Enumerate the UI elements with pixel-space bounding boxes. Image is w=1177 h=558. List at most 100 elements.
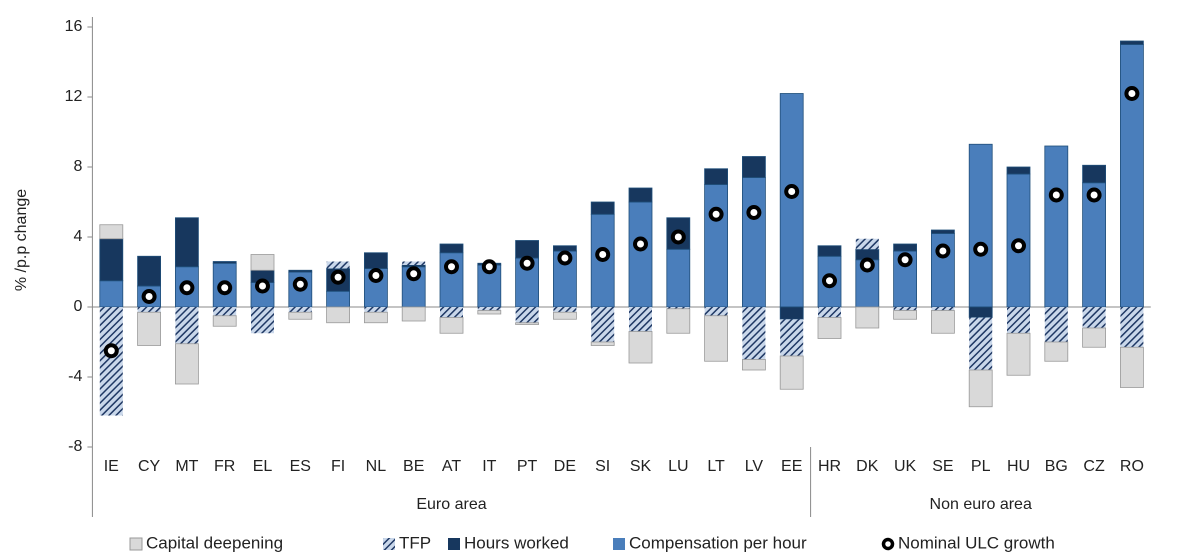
ulc-marker [481,259,497,275]
bar-segment [817,245,842,257]
ulc-marker [670,229,686,245]
x-tick-label: BG [1045,458,1068,475]
x-tick-label: CZ [1083,458,1105,475]
ulc-marker [330,269,346,285]
legend-marker [881,537,895,551]
ulc-marker [519,255,535,271]
ulc-marker [746,205,762,220]
x-tick-label: NL [366,458,387,475]
x-tick-label: UK [894,458,917,475]
group-label: Non euro area [930,496,1032,513]
bar-segment [666,308,691,334]
bar-segment [326,261,350,269]
bar-segment [855,306,880,329]
bar-segment [250,254,275,271]
bar-segment [515,307,539,323]
bar-segment [175,307,199,344]
bar-segment [251,307,274,334]
y-tick-label: -8 [68,438,82,455]
x-tick-label: IT [482,458,496,475]
bar-segment [968,143,993,308]
bar-segment [99,224,124,240]
bar-segment [174,217,199,268]
ulc-marker [368,268,384,283]
x-tick-label: FR [214,458,235,475]
bar-segment [99,238,124,282]
ulc-marker [255,278,270,294]
group-label: Euro area [416,496,486,513]
x-tick-label: HR [818,458,841,475]
bar-segment [1120,40,1144,45]
y-tick-label: 0 [73,298,82,315]
bar-segment [893,243,917,252]
bar-segment [779,93,804,308]
bar-segment [666,248,691,308]
x-tick-label: DK [856,458,879,475]
bar-segment [401,306,426,322]
x-tick-label: FI [331,458,345,475]
y-tick-label: 16 [65,18,83,35]
x-tick-label: BE [403,458,424,475]
x-tick-label: HU [1007,458,1030,475]
bar-segment [363,311,388,324]
bar-segment [969,317,993,370]
bar-segment [137,255,162,287]
y-tick-label: -4 [68,368,82,385]
x-tick-label: EL [253,458,273,475]
bar-segment [1006,166,1031,175]
bar-segment [326,290,351,308]
ulc-marker [973,241,989,257]
bar-segment [704,315,728,362]
bar-segment [818,307,841,318]
y-tick-label: 4 [73,228,82,245]
bar-segment [742,156,766,178]
ulc-marker [822,273,837,289]
bar-segment [628,187,653,203]
y-tick-label: 8 [73,158,82,175]
bar-segment [440,307,463,318]
bar-segment [893,310,917,320]
x-tick-label: MT [175,458,198,475]
bar-segment [779,355,804,390]
ulc-marker [1086,187,1102,203]
x-tick-label: CY [138,458,161,475]
bar-segment [704,307,728,316]
bar-segment [1082,164,1106,184]
bar-segment [99,280,124,308]
ulc-marker [103,343,119,359]
ulc-marker [444,259,459,275]
bar-segment [628,331,653,364]
bar-segment [515,322,539,325]
y-tick-label: 12 [65,88,83,105]
bar-segment [212,315,237,327]
bar-segment [553,245,577,252]
ulc-marker [784,184,800,199]
bar-segment [137,307,161,313]
bar-segment [364,307,388,313]
bar-segment [629,307,652,332]
x-tick-label: DE [554,458,576,475]
bar-segment [628,201,653,308]
bar-segment [1007,307,1030,334]
ulc-marker [406,266,422,282]
bar-segment [1120,307,1144,348]
bar-segment [590,341,615,346]
legend-swatch [448,538,460,550]
bar-segment [439,243,464,254]
bar-segment [553,307,577,313]
y-axis-label: % /p.p change [13,189,30,291]
bar-segment [1006,332,1031,376]
legend-swatch [129,537,143,551]
legend: Capital deepening TFP Hours worked Compensa… [129,533,1055,552]
x-tick-label: ES [290,458,311,475]
x-tick-label: SI [595,458,610,475]
bar-segment [212,261,237,264]
bar-segment [288,307,312,313]
x-tick-label: EE [781,458,802,475]
bar-segment [1044,341,1069,362]
legend-label: Nominal ULC growth [898,533,1055,552]
bar-segment [742,307,766,360]
bar-segment [99,307,123,416]
bar-segment [439,317,464,334]
